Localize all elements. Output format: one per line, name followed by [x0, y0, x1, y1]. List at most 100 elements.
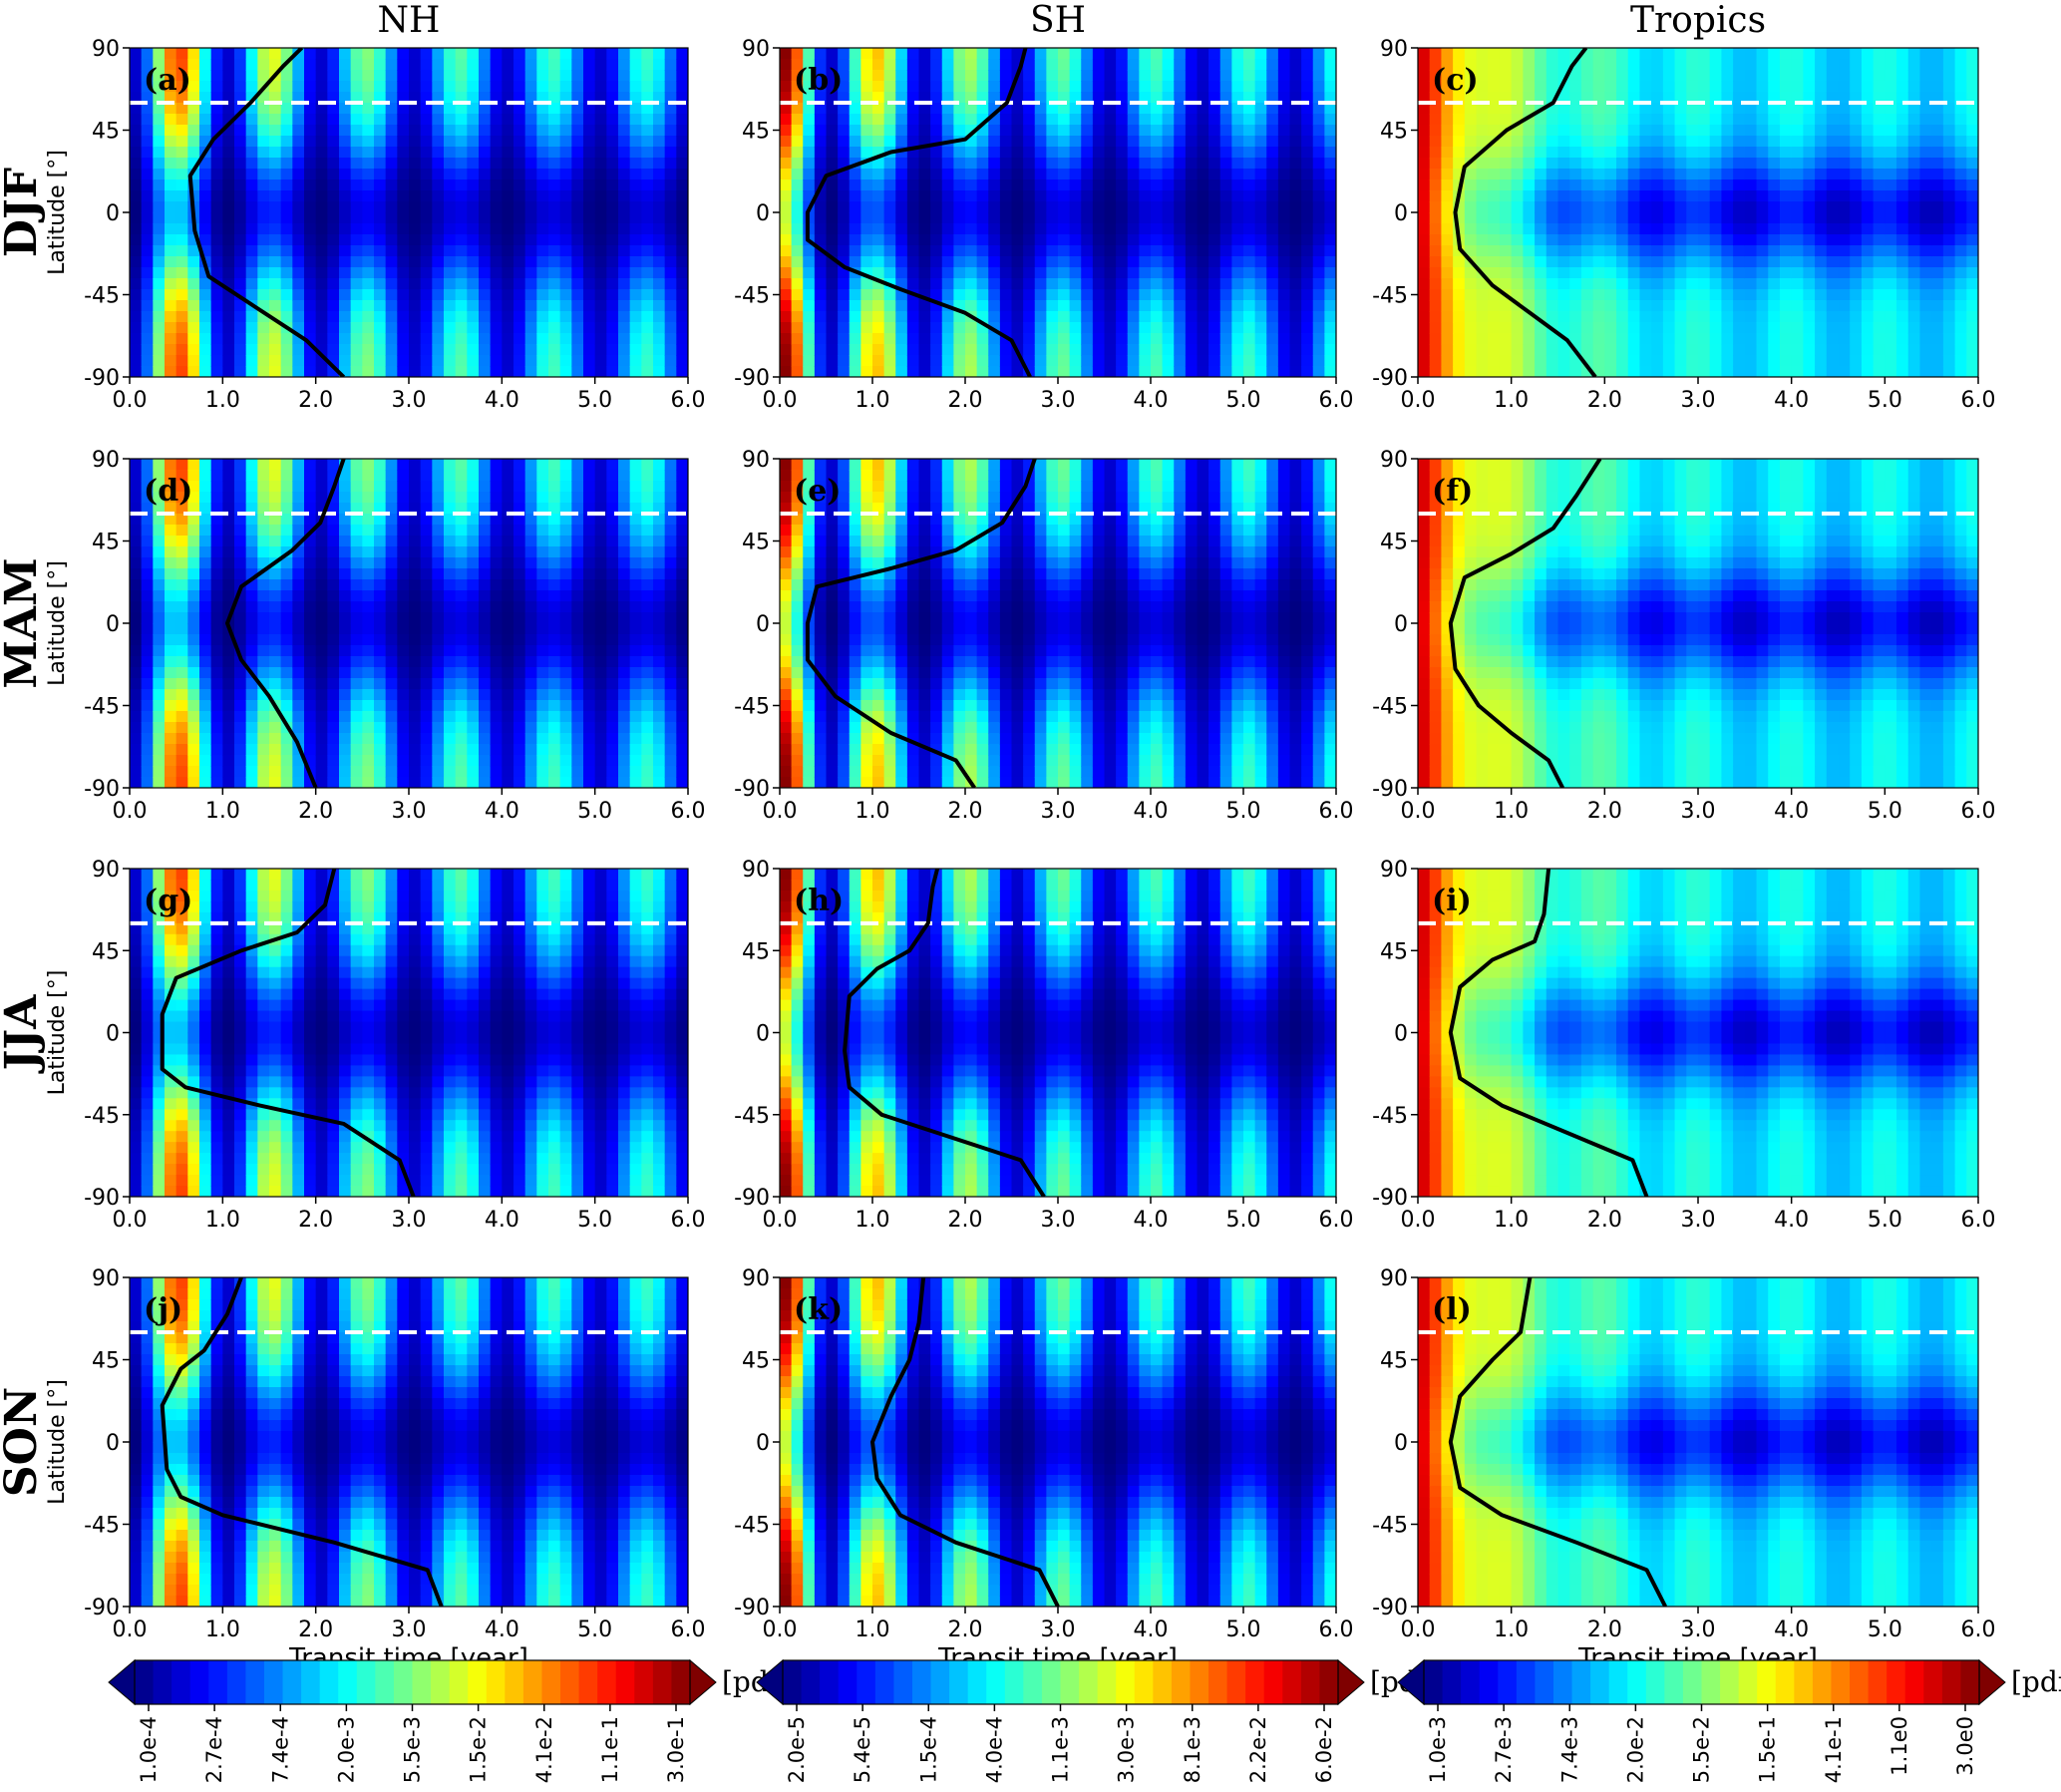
x-tick-label: 3.0 [1681, 1617, 1716, 1642]
row-label: SON [0, 1387, 47, 1497]
x-tick-label: 3.0 [392, 1617, 427, 1642]
x-tick-label: 1.0 [205, 1208, 240, 1233]
y-tick-label: 0 [106, 201, 120, 226]
y-tick-label: 90 [92, 37, 120, 62]
x-tick-label: 0.0 [1401, 1617, 1436, 1642]
panel-i: (i) 0.0 1.0 2.0 3.0 4.0 5.0 6.0 90 45 0 -45 -90 [1372, 858, 1995, 1233]
x-tick-label: 5.0 [1226, 1208, 1261, 1233]
y-tick-label: -90 [1372, 366, 1408, 391]
x-tick-label: 2.0 [298, 388, 333, 413]
y-tick-label: 0 [756, 201, 770, 226]
y-tick-label: 90 [1380, 858, 1408, 883]
transit-curve [1448, 1277, 1667, 1607]
colorbar-unit: [pdf] [2011, 1665, 2061, 1698]
transit-curve [1453, 48, 1597, 377]
panel-label: (d) [144, 474, 192, 509]
y-tick-label: -45 [84, 1104, 120, 1129]
colorbar-extend-high [689, 1658, 717, 1706]
column-titles: NH SH Tropics [378, 0, 1767, 41]
panel-f: (f) 0.0 1.0 2.0 3.0 4.0 5.0 6.0 90 45 0 -45 -90 [1372, 448, 1995, 824]
heatmap [1418, 869, 1978, 1197]
colorbar-tick-label: 5.4e-5 [851, 1716, 874, 1783]
panel-label: (a) [144, 63, 191, 98]
x-tick-label: 2.0 [1587, 1617, 1622, 1642]
y-tick-label: 45 [1380, 1349, 1408, 1374]
colorbar-tick-label: 3.0e0 [1953, 1716, 1977, 1776]
x-tick-label: 3.0 [1041, 388, 1076, 413]
colorbar-tick-label: 1.5e-1 [1756, 1716, 1780, 1783]
row-label: DJF [0, 168, 47, 257]
x-tick-label: 0.0 [113, 799, 148, 824]
x-tick-label: 3.0 [392, 388, 427, 413]
colorbar-tick-label: 2.0e-5 [785, 1716, 809, 1783]
x-tick-label: 4.0 [1774, 1208, 1809, 1233]
heatmap [780, 869, 1336, 1197]
x-tick-label: 3.0 [1681, 799, 1716, 824]
y-tick-label: -90 [84, 1186, 120, 1211]
y-tick-label: -45 [84, 284, 120, 309]
x-tick-label: 1.0 [205, 799, 240, 824]
row-labels: DJF MAM JJA SON [0, 168, 47, 1497]
panel-b: (b) 0.0 1.0 2.0 3.0 4.0 5.0 6.0 90 45 0 -45 -90 [734, 37, 1353, 413]
y-axis-label: Latitude [°] [45, 150, 70, 275]
panel-k: (k)0.0 1.0 2.0 3.0 4.0 5.0 6.090450-45-90Trans… [734, 1266, 1353, 1673]
transit-curve [160, 869, 416, 1197]
y-tick-label: -90 [734, 366, 770, 391]
y-tick-label: 45 [742, 531, 770, 555]
x-tick-label: 5.0 [1868, 388, 1902, 413]
panel-label: (j) [144, 1292, 182, 1327]
y-tick-label: 45 [92, 120, 120, 145]
x-tick-label: 4.0 [1134, 1617, 1169, 1642]
x-tick-label: 1.0 [205, 1617, 240, 1642]
x-tick-label: 2.0 [948, 1617, 983, 1642]
transit-curve [160, 1277, 444, 1607]
x-tick-label: 4.0 [1774, 799, 1809, 824]
y-tick-label: 90 [92, 858, 120, 883]
y-tick-label: 45 [1380, 531, 1408, 555]
x-tick-label: 4.0 [485, 799, 519, 824]
y-tick-label: -90 [84, 366, 120, 391]
x-tick-label: 2.0 [1587, 388, 1622, 413]
x-tick-label: 6.0 [1961, 799, 1996, 824]
y-tick-label: -45 [734, 284, 770, 309]
x-tick-label: 3.0 [1041, 799, 1076, 824]
x-tick-label: 5.0 [577, 388, 612, 413]
panel-label: (i) [1432, 884, 1472, 918]
x-tick-label: 1.0 [1494, 1617, 1529, 1642]
x-tick-label: 4.0 [485, 1208, 519, 1233]
heatmap [1418, 48, 1978, 377]
x-tick-label: 2.0 [948, 1208, 983, 1233]
x-tick-label: 2.0 [948, 388, 983, 413]
colorbar-tick-label: 2.7e-3 [1492, 1716, 1516, 1783]
y-tick-label: -90 [1372, 1186, 1408, 1211]
panel-label: (f) [1432, 474, 1473, 509]
x-tick-label: 1.0 [205, 388, 240, 413]
panel-label: (h) [794, 884, 844, 918]
x-tick-label: 4.0 [1134, 1208, 1169, 1233]
x-tick-label: 2.0 [298, 1208, 333, 1233]
column-title: SH [1030, 0, 1086, 41]
y-tick-label: 90 [92, 1266, 120, 1291]
y-tick-label: 0 [1394, 201, 1408, 226]
x-tick-label: 3.0 [392, 1208, 427, 1233]
colorbar-tick-label: 2.0e-2 [1623, 1716, 1647, 1783]
row-label: JJA [0, 994, 47, 1075]
x-tick-label: 1.0 [856, 1617, 890, 1642]
y-tick-label: 90 [742, 1266, 770, 1291]
colorbar-tick-label: 1.1e-1 [598, 1716, 622, 1783]
y-tick-label: 90 [1380, 448, 1408, 473]
x-tick-label: 2.0 [298, 1617, 333, 1642]
colorbar-1: [pdf]1.0e-4 2.7e-4 7.4e-4 2.0e-3 5.5e-3 1.5e-… [108, 1658, 790, 1783]
colorbar-3: [pdf] 1.0e-3 2.7e-3 7.4e-3 2.0e-2 5.5e-2 1.5e-… [1397, 1658, 2061, 1783]
transit-curve [870, 1277, 1060, 1607]
colorbar-tick-label: 1.1e0 [1888, 1716, 1911, 1776]
x-tick-label: 5.0 [1868, 799, 1902, 824]
column-title: NH [378, 0, 441, 41]
x-tick-label: 5.0 [577, 1617, 612, 1642]
x-tick-label: 5.0 [577, 1208, 612, 1233]
x-tick-label: 0.0 [763, 1617, 798, 1642]
colorbar-tick-label: 2.7e-4 [202, 1716, 226, 1783]
y-tick-label: 0 [106, 1431, 120, 1456]
panel-label: (c) [1432, 63, 1479, 98]
transit-curve [843, 869, 1046, 1197]
